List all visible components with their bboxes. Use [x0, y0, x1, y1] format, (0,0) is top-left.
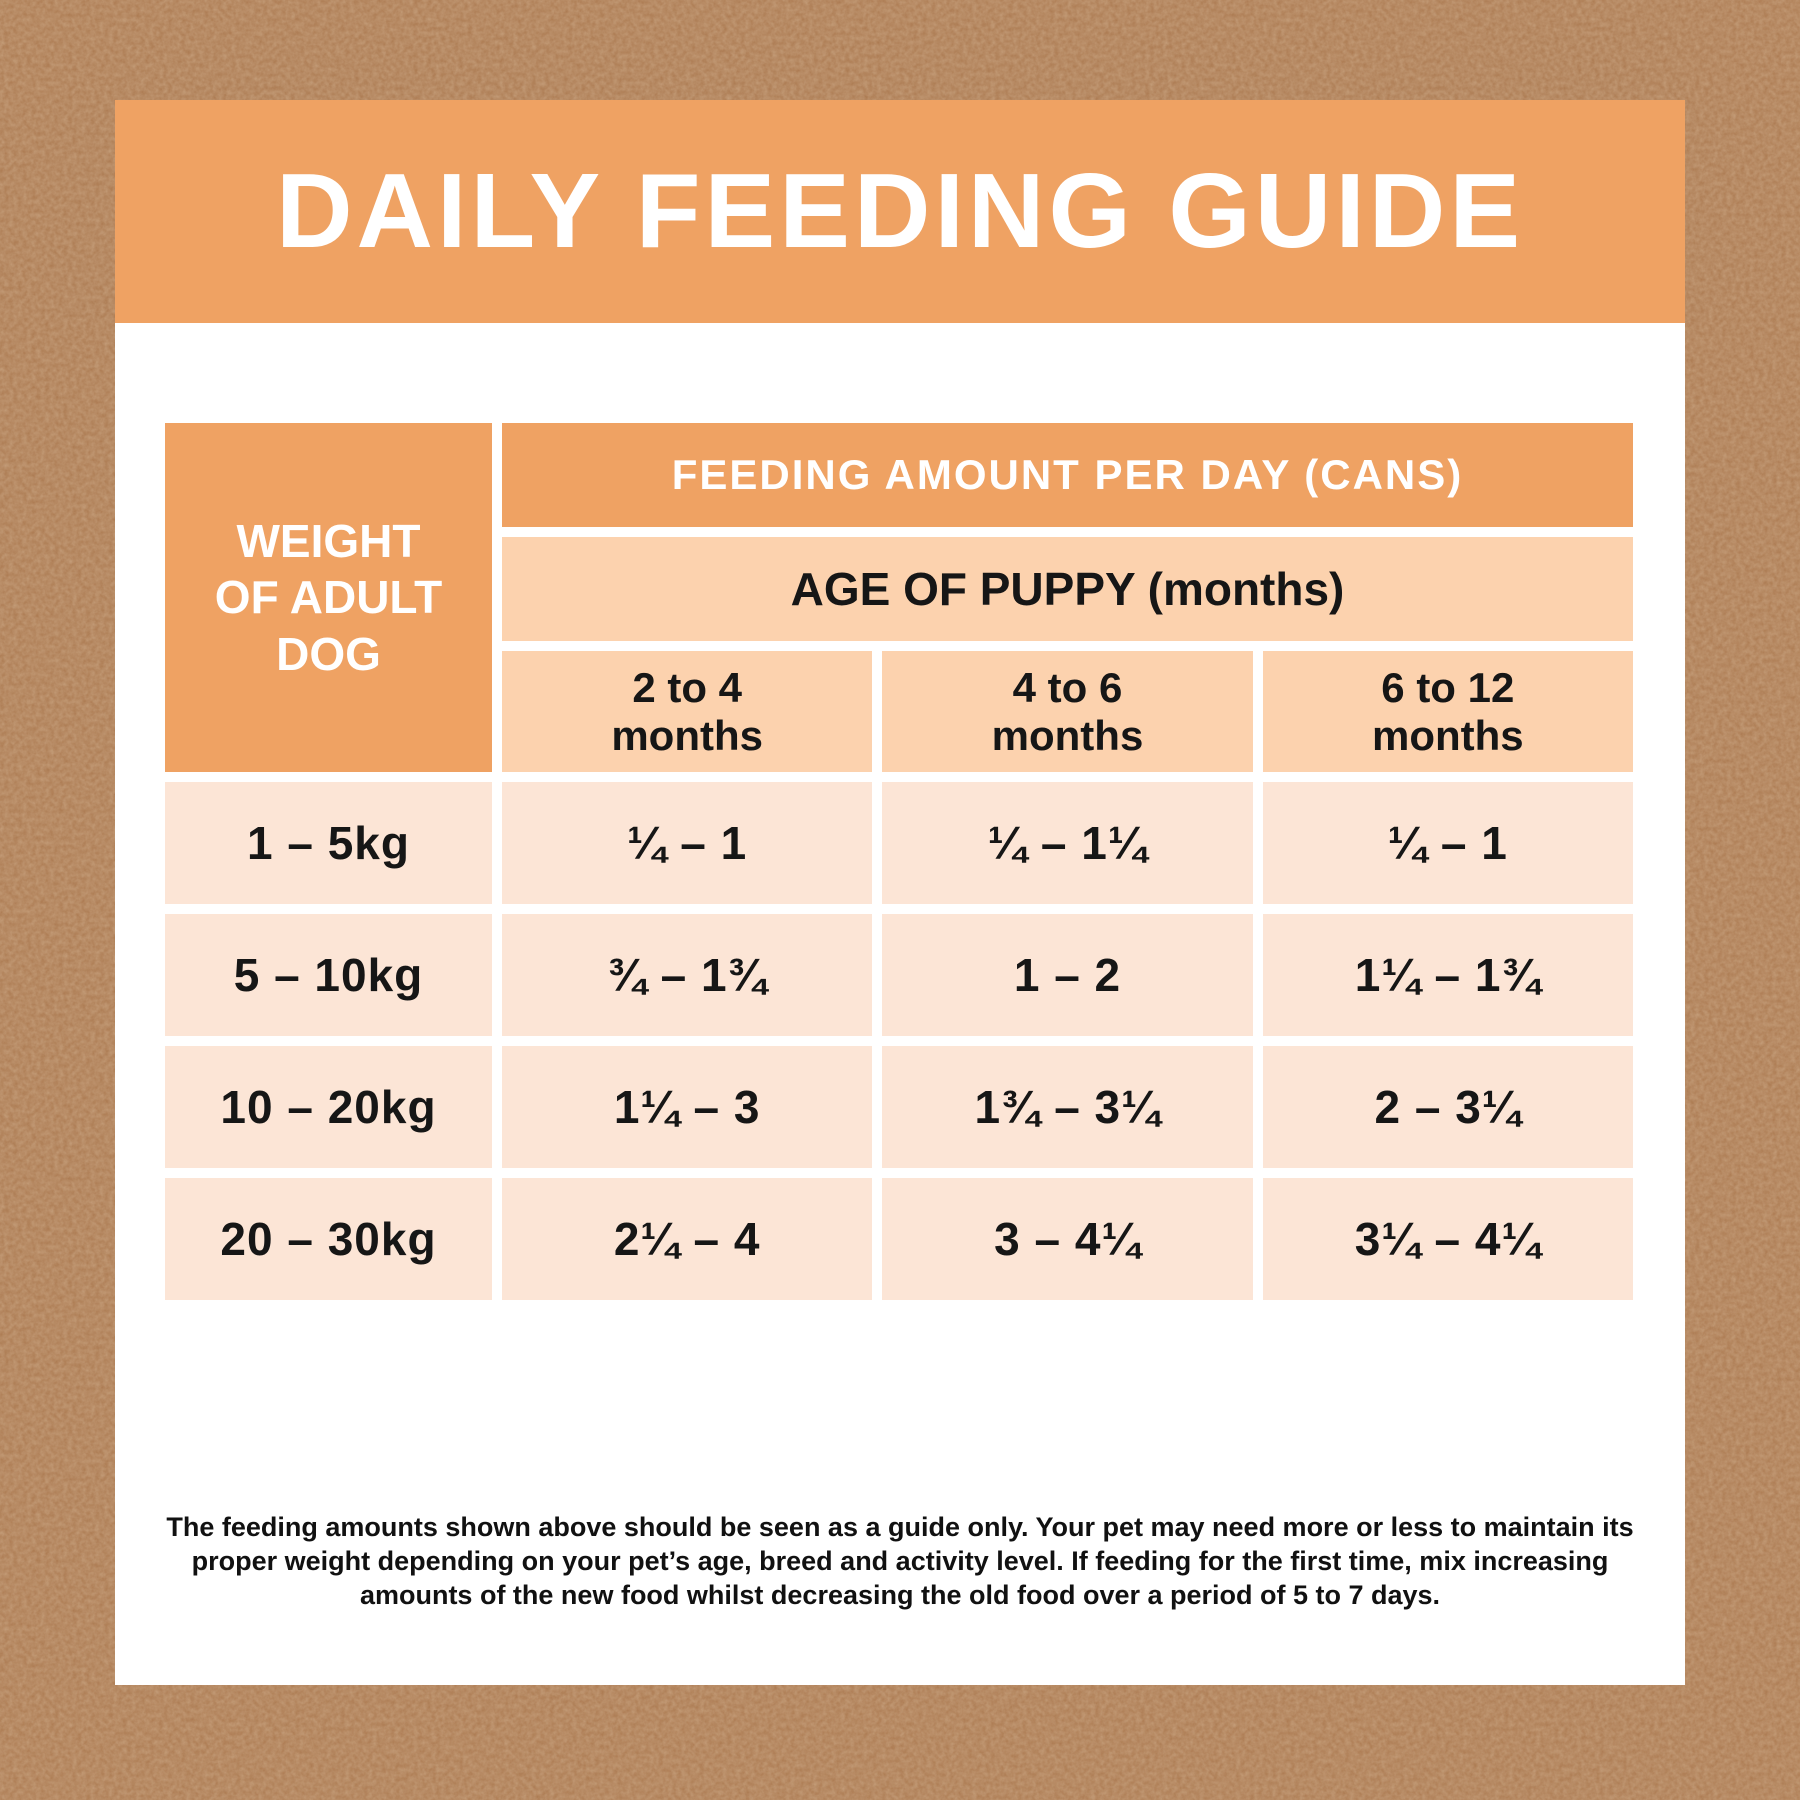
page-title: DAILY FEEDING GUIDE: [275, 152, 1525, 270]
column-header-4-to-6-months: 4 to 6 months: [882, 651, 1253, 772]
feeding-value-cell: ¼ – 1: [502, 782, 873, 904]
age-range-label: 6 to 12: [1381, 663, 1515, 711]
feeding-value-cell: 3¼ – 4¼: [1262, 1178, 1633, 1300]
weight-range-cell: 10 – 20kg: [165, 1046, 492, 1168]
age-range-label: 2 to 4: [632, 663, 743, 711]
feeding-value-cell: 1¾ – 3¼: [882, 1046, 1253, 1168]
age-unit-label: months: [991, 711, 1144, 759]
feeding-value-cell: 1 – 2: [882, 914, 1253, 1036]
footnote-container: The feeding amounts shown above should b…: [115, 1510, 1685, 1612]
guide-card: DAILY FEEDING GUIDE WEIGHT OF ADULT DOG …: [115, 100, 1685, 1685]
feeding-value-cell: ¾ – 1¾: [502, 914, 873, 1036]
column-subheader-age-of-puppy: AGE OF PUPPY (months): [502, 537, 1633, 641]
feeding-value-cell: 1¼ – 3: [502, 1046, 873, 1168]
feeding-value-cell: 3 – 4¼: [882, 1178, 1253, 1300]
feeding-value-cell: 1¼ – 1¾: [1262, 914, 1633, 1036]
column-header-2-to-4-months: 2 to 4 months: [502, 651, 873, 772]
column-group-header-feeding-amount: FEEDING AMOUNT PER DAY (CANS): [502, 423, 1633, 527]
age-unit-label: months: [611, 711, 763, 759]
column-header-6-to-12-months: 6 to 12 months: [1262, 651, 1633, 772]
feeding-value-cell: ¼ – 1¼: [882, 782, 1253, 904]
age-range-label: 4 to 6: [1012, 663, 1123, 711]
weight-range-cell: 1 – 5kg: [165, 782, 492, 904]
feeding-value-cell: 2 – 3¼: [1262, 1046, 1633, 1168]
corner-header-weight-of-adult-dog: WEIGHT OF ADULT DOG: [165, 423, 492, 772]
age-unit-label: months: [1372, 711, 1524, 759]
weight-range-cell: 5 – 10kg: [165, 914, 492, 1036]
feeding-table: WEIGHT OF ADULT DOG FEEDING AMOUNT PER D…: [165, 423, 1633, 1300]
footnote-text: The feeding amounts shown above should b…: [166, 1512, 1634, 1610]
feeding-value-cell: ¼ – 1: [1262, 782, 1633, 904]
title-banner: DAILY FEEDING GUIDE: [115, 100, 1685, 323]
weight-range-cell: 20 – 30kg: [165, 1178, 492, 1300]
feeding-value-cell: 2¼ – 4: [502, 1178, 873, 1300]
